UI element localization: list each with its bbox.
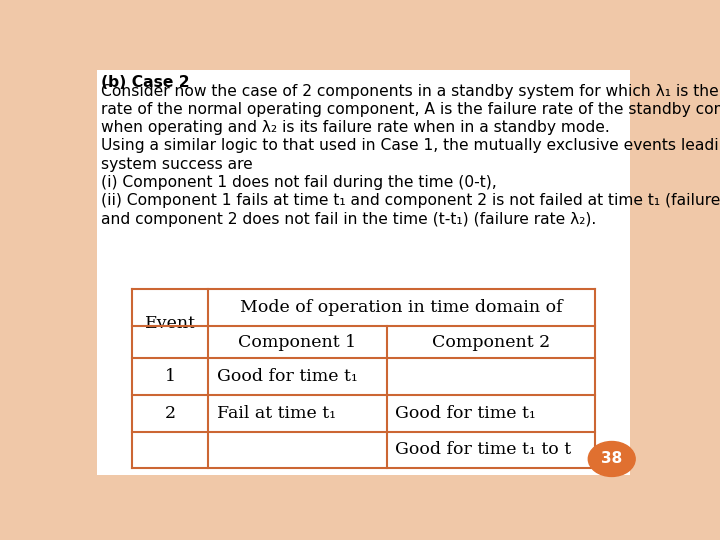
Text: 2: 2 [164, 405, 176, 422]
Circle shape [588, 442, 635, 476]
Text: Fail at time t₁: Fail at time t₁ [217, 405, 336, 422]
Text: Using a similar logic to that used in Case 1, the mutually exclusive events lead: Using a similar logic to that used in Ca… [101, 138, 720, 153]
Text: (b) Case 2: (b) Case 2 [101, 75, 190, 90]
Text: Component 1: Component 1 [238, 334, 356, 350]
Text: rate of the normal operating component, A is the failure rate of the standby com: rate of the normal operating component, … [101, 102, 720, 117]
FancyBboxPatch shape [97, 70, 630, 475]
Text: Component 2: Component 2 [432, 334, 550, 350]
Text: Consider now the case of 2 components in a standby system for which λ₁ is the fa: Consider now the case of 2 components in… [101, 84, 720, 98]
Text: and component 2 does not fail in the time (t-t₁) (failure rate λ₂).: and component 2 does not fail in the tim… [101, 212, 596, 227]
Text: Good for time t₁ to t: Good for time t₁ to t [395, 441, 571, 458]
Text: system success are: system success are [101, 157, 253, 172]
Text: Event: Event [145, 315, 196, 332]
Text: Good for time t₁: Good for time t₁ [395, 405, 536, 422]
Text: (i) Component 1 does not fail during the time (0-t),: (i) Component 1 does not fail during the… [101, 175, 497, 190]
Text: 38: 38 [601, 451, 622, 467]
Text: when operating and λ₂ is its failure rate when in a standby mode.: when operating and λ₂ is its failure rat… [101, 120, 610, 135]
Text: (ii) Component 1 fails at time t₁ and component 2 is not failed at time t₁ (fail: (ii) Component 1 fails at time t₁ and co… [101, 193, 720, 208]
Text: 1: 1 [165, 368, 176, 385]
Text: Good for time t₁: Good for time t₁ [217, 368, 358, 385]
Text: Mode of operation in time domain of: Mode of operation in time domain of [240, 299, 563, 316]
